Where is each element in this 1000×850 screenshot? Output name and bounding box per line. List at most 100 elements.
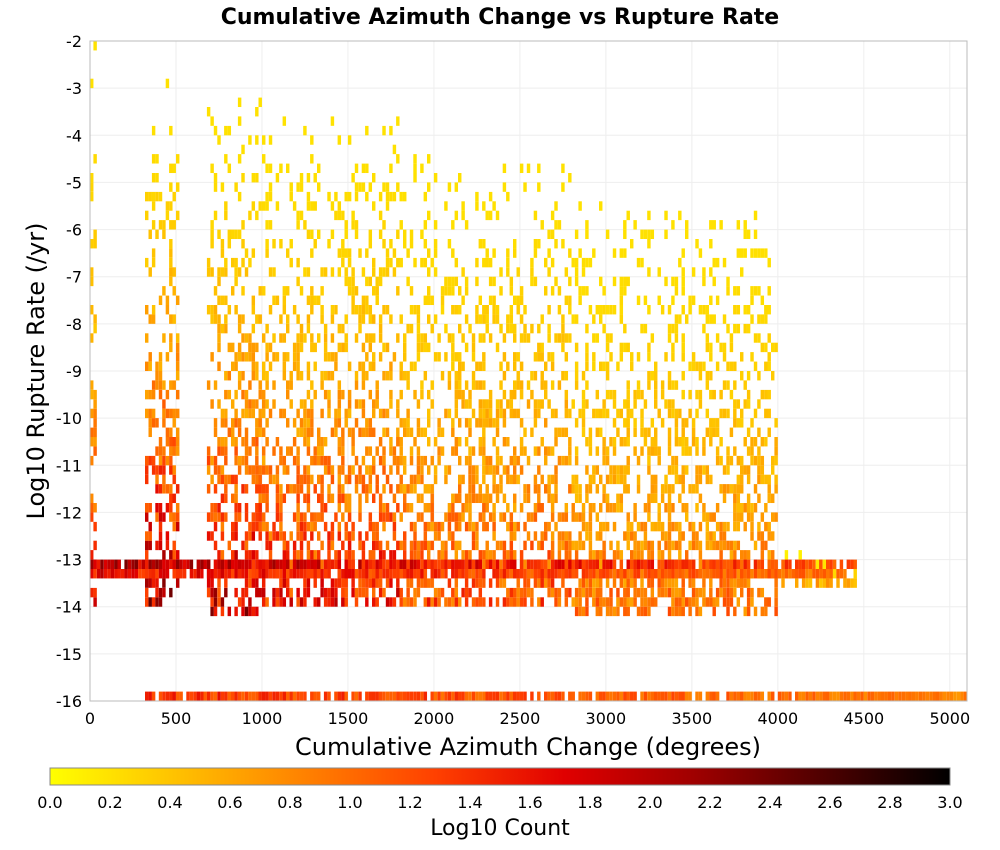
heatmap-cell bbox=[592, 597, 596, 607]
heatmap-cell bbox=[643, 587, 648, 598]
heatmap-cell bbox=[155, 229, 159, 240]
heatmap-cell bbox=[389, 569, 393, 579]
heatmap-cell bbox=[561, 333, 565, 343]
heatmap-cell bbox=[237, 154, 242, 164]
heatmap-cell bbox=[158, 465, 163, 475]
heatmap-cell bbox=[578, 286, 582, 296]
heatmap-cell bbox=[760, 342, 765, 353]
heatmap-cell bbox=[378, 276, 383, 287]
heatmap-cell bbox=[771, 342, 775, 353]
heatmap-cell bbox=[609, 559, 613, 570]
heatmap-cell bbox=[499, 408, 503, 419]
heatmap-cell bbox=[286, 569, 290, 579]
heatmap-cell bbox=[506, 597, 510, 607]
heatmap-cell bbox=[581, 399, 586, 409]
heatmap-cell bbox=[468, 465, 472, 475]
heatmap-cell bbox=[165, 455, 170, 466]
heatmap-cell bbox=[681, 559, 685, 570]
heatmap-cell bbox=[581, 427, 586, 438]
heatmap-cell bbox=[392, 691, 397, 702]
heatmap-cell bbox=[698, 606, 703, 617]
heatmap-cell bbox=[685, 446, 689, 456]
colorbar-tick-label: 0.2 bbox=[97, 793, 122, 812]
heatmap-cell bbox=[447, 380, 452, 390]
heatmap-cell bbox=[550, 352, 555, 362]
heatmap-cell bbox=[595, 691, 600, 702]
heatmap-cell bbox=[513, 587, 517, 598]
heatmap-cell bbox=[172, 474, 176, 485]
heatmap-cell bbox=[664, 559, 668, 570]
heatmap-cell bbox=[705, 474, 710, 485]
heatmap-cell bbox=[378, 587, 383, 598]
heatmap-cell bbox=[151, 191, 156, 202]
heatmap-cell bbox=[262, 691, 266, 702]
heatmap-cell bbox=[158, 503, 163, 513]
heatmap-cell bbox=[440, 569, 445, 579]
heatmap-cell bbox=[746, 493, 751, 504]
heatmap-cell bbox=[272, 333, 276, 343]
heatmap-cell bbox=[630, 597, 634, 607]
heatmap-cell bbox=[224, 125, 228, 136]
heatmap-cell bbox=[365, 305, 369, 315]
heatmap-cell bbox=[255, 135, 259, 145]
heatmap-cell bbox=[767, 559, 771, 570]
heatmap-cell bbox=[691, 540, 696, 551]
heatmap-cell bbox=[492, 512, 496, 522]
heatmap-cell bbox=[547, 474, 551, 485]
heatmap-cell bbox=[647, 540, 651, 551]
heatmap-cell bbox=[320, 587, 324, 598]
heatmap-cell bbox=[158, 191, 163, 202]
heatmap-cell bbox=[227, 606, 232, 617]
heatmap-cell bbox=[547, 587, 551, 598]
heatmap-cell bbox=[409, 427, 414, 438]
heatmap-cell bbox=[244, 408, 249, 419]
heatmap-cell bbox=[702, 437, 706, 447]
heatmap-cell bbox=[310, 691, 314, 702]
heatmap-cell bbox=[268, 540, 273, 551]
heatmap-cell bbox=[241, 540, 245, 551]
heatmap-cell bbox=[172, 267, 176, 277]
heatmap-cell bbox=[513, 333, 517, 343]
heatmap-cell bbox=[709, 239, 713, 249]
heatmap-cell bbox=[619, 465, 624, 475]
heatmap-cell bbox=[709, 559, 713, 570]
heatmap-cell bbox=[330, 474, 335, 485]
heatmap-cell bbox=[248, 342, 252, 353]
heatmap-cell bbox=[458, 389, 462, 400]
heatmap-cell bbox=[262, 578, 266, 588]
heatmap-cell bbox=[444, 569, 448, 579]
heatmap-cell bbox=[323, 352, 328, 362]
heatmap-cell bbox=[702, 305, 706, 315]
heatmap-cell bbox=[382, 305, 386, 315]
heatmap-cell bbox=[513, 531, 517, 541]
heatmap-cell bbox=[317, 691, 321, 702]
heatmap-cell bbox=[385, 248, 390, 258]
heatmap-cell bbox=[334, 191, 338, 202]
heatmap-cell bbox=[564, 267, 569, 277]
heatmap-cell bbox=[709, 352, 713, 362]
heatmap-cell bbox=[303, 578, 307, 588]
heatmap-cell bbox=[729, 484, 734, 494]
x-tick-label: 1000 bbox=[242, 709, 283, 728]
heatmap-cell bbox=[176, 342, 180, 353]
heatmap-cell bbox=[588, 531, 593, 541]
heatmap-cell bbox=[506, 587, 510, 598]
heatmap-cell bbox=[660, 569, 665, 579]
heatmap-cell bbox=[330, 116, 335, 126]
heatmap-cell bbox=[217, 465, 221, 475]
heatmap-cell bbox=[155, 361, 159, 372]
heatmap-cell bbox=[506, 314, 510, 324]
heatmap-cell bbox=[172, 540, 176, 551]
heatmap-cell bbox=[272, 267, 276, 277]
heatmap-cell bbox=[354, 597, 359, 607]
heatmap-cell bbox=[234, 267, 238, 277]
heatmap-cell bbox=[537, 578, 541, 588]
heatmap-cell bbox=[733, 305, 737, 315]
heatmap-cell bbox=[413, 540, 417, 551]
heatmap-cell bbox=[258, 97, 262, 108]
heatmap-cell bbox=[781, 559, 785, 570]
heatmap-cell bbox=[623, 286, 627, 296]
heatmap-cell bbox=[654, 371, 658, 381]
heatmap-cell bbox=[433, 239, 438, 249]
heatmap-cell bbox=[440, 427, 445, 438]
